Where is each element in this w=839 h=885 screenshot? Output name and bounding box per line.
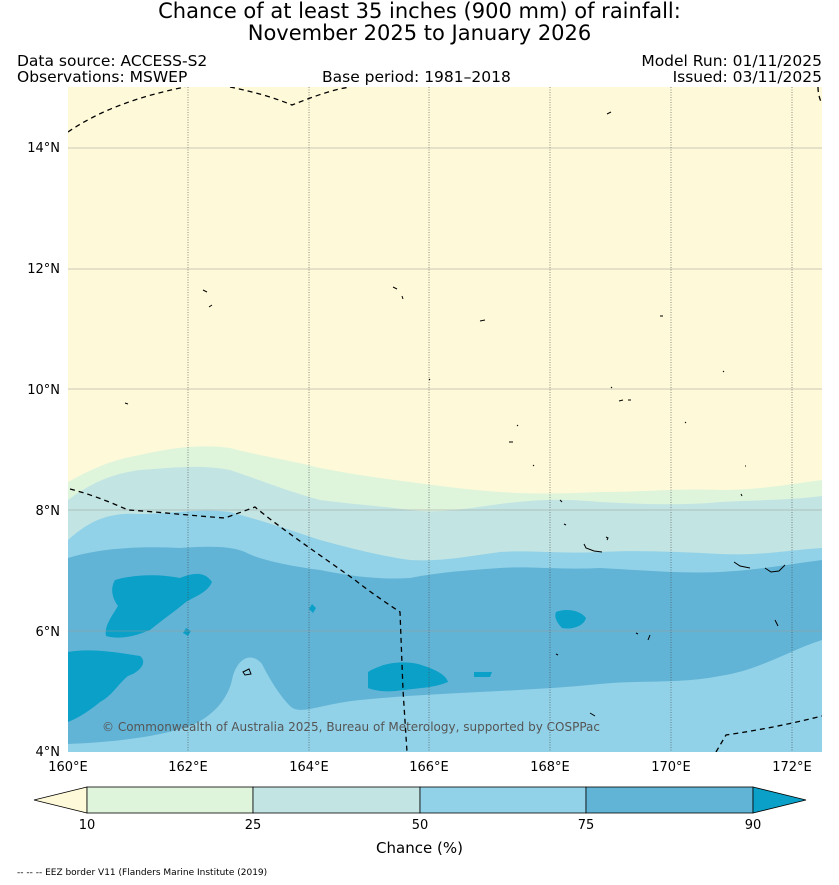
data-source-label: Data source: ACCESS-S2 [17,52,208,70]
lon-label-170e: 170°E [651,760,691,775]
eez-footnote: -- -- -- EEZ border V11 (Flanders Marine… [17,868,268,878]
model-run-label: Model Run: 01/11/2025 [641,52,822,70]
lat-axis-labels: 14°N 12°N 10°N 8°N 6°N 4°N [27,141,60,760]
colorbar-title: Chance (%) [376,839,463,857]
lon-label-160e: 160°E [48,760,88,775]
lon-label-172e: 172°E [772,760,812,775]
lat-label-4n: 4°N [36,745,61,760]
region-above-90-northwest [105,573,212,638]
lat-label-10n: 10°N [27,383,60,398]
lat-label-12n: 12°N [27,262,60,277]
title-line-2: November 2025 to January 2026 [247,21,592,45]
graticule-lat [68,147,822,632]
colorbar-swatch-below-10 [33,786,88,814]
lon-label-168e: 168°E [530,760,570,775]
issued-label: Issued: 03/11/2025 [672,68,822,86]
region-above-90-small-2 [309,604,316,613]
title-line-1: Chance of at least 35 inches (900 mm) of… [158,0,681,23]
region-above-90-small [183,628,191,636]
region-above-90-small-3 [474,672,492,677]
colorbar-swatch-25-50 [252,786,421,814]
colorbar [33,786,807,814]
colorbar-tick-25: 25 [244,818,262,833]
lon-label-166e: 166°E [409,760,449,775]
region-above-90-central [368,662,448,692]
eez-border [68,87,822,752]
lon-label-164e: 164°E [289,760,329,775]
graticule [187,87,793,752]
observations-label: Observations: MSWEP [17,68,188,86]
lat-label-8n: 8°N [36,504,61,519]
colorbar-tick-50: 50 [411,818,429,833]
colorbar-swatch-75-90 [585,786,754,814]
colorbar-swatch-above-90 [752,786,807,814]
colorbar-tick-10: 10 [78,818,96,833]
islands [124,111,786,717]
base-period-label: Base period: 1981–2018 [322,68,511,86]
lat-label-6n: 6°N [36,625,61,640]
lon-axis-labels: 160°E 162°E 164°E 166°E 168°E 170°E 172°… [48,760,812,775]
band-75-90 [68,546,822,744]
colorbar-swatch-50-75 [419,786,587,814]
colorbar-tick-90: 90 [744,818,762,833]
copyright-notice: © Commonwealth of Australia 2025, Bureau… [102,720,600,734]
colorbar-swatch-10-25 [86,786,254,814]
lon-label-162e: 162°E [168,760,208,775]
region-above-90-west [68,650,144,722]
region-above-90-east [555,610,586,629]
colorbar-tick-75: 75 [577,818,595,833]
lat-label-14n: 14°N [27,141,60,156]
